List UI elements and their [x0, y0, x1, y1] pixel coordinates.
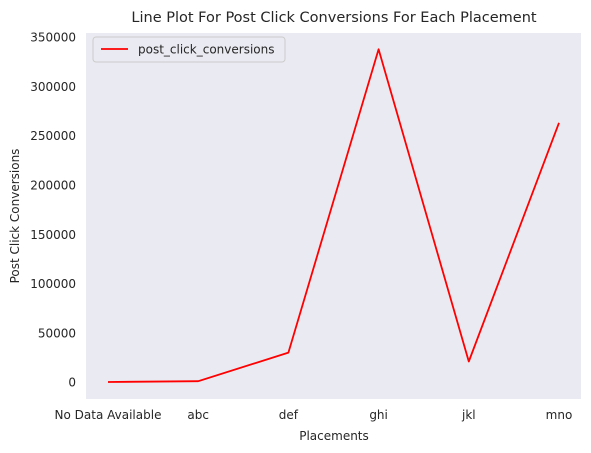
y-axis: 0 50000 100000 150000 200000 250000 300000 3500… — [30, 30, 76, 389]
legend: post_click_conversions — [92, 36, 286, 63]
x-tick-label: mno — [546, 408, 573, 422]
series-layer — [107, 48, 560, 383]
x-tick-label: jkl — [461, 408, 476, 422]
y-tick-label: 300000 — [30, 80, 76, 94]
x-axis: No Data Available abc def ghi jkl mno — [55, 408, 573, 422]
y-tick-label: 200000 — [30, 178, 76, 192]
y-tick-label: 350000 — [30, 30, 76, 44]
y-tick-label: 150000 — [30, 228, 76, 242]
x-axis-label: Placements — [299, 429, 369, 443]
legend-label: post_click_conversions — [138, 43, 274, 57]
series-line — [107, 48, 560, 383]
x-tick-label: ghi — [369, 408, 388, 422]
y-tick-label: 0 — [68, 376, 76, 390]
x-tick-label: No Data Available — [55, 408, 162, 422]
y-tick-label: 250000 — [30, 129, 76, 143]
plot-area — [86, 33, 581, 399]
y-tick-label: 50000 — [38, 326, 76, 340]
x-tick-label: abc — [187, 408, 209, 422]
y-tick-label: 100000 — [30, 277, 76, 291]
chart-title: Line Plot For Post Click Conversions For… — [131, 10, 536, 26]
x-tick-label: def — [279, 408, 299, 422]
legend-box — [92, 36, 286, 63]
y-axis-label: Post Click Conversions — [8, 149, 22, 284]
